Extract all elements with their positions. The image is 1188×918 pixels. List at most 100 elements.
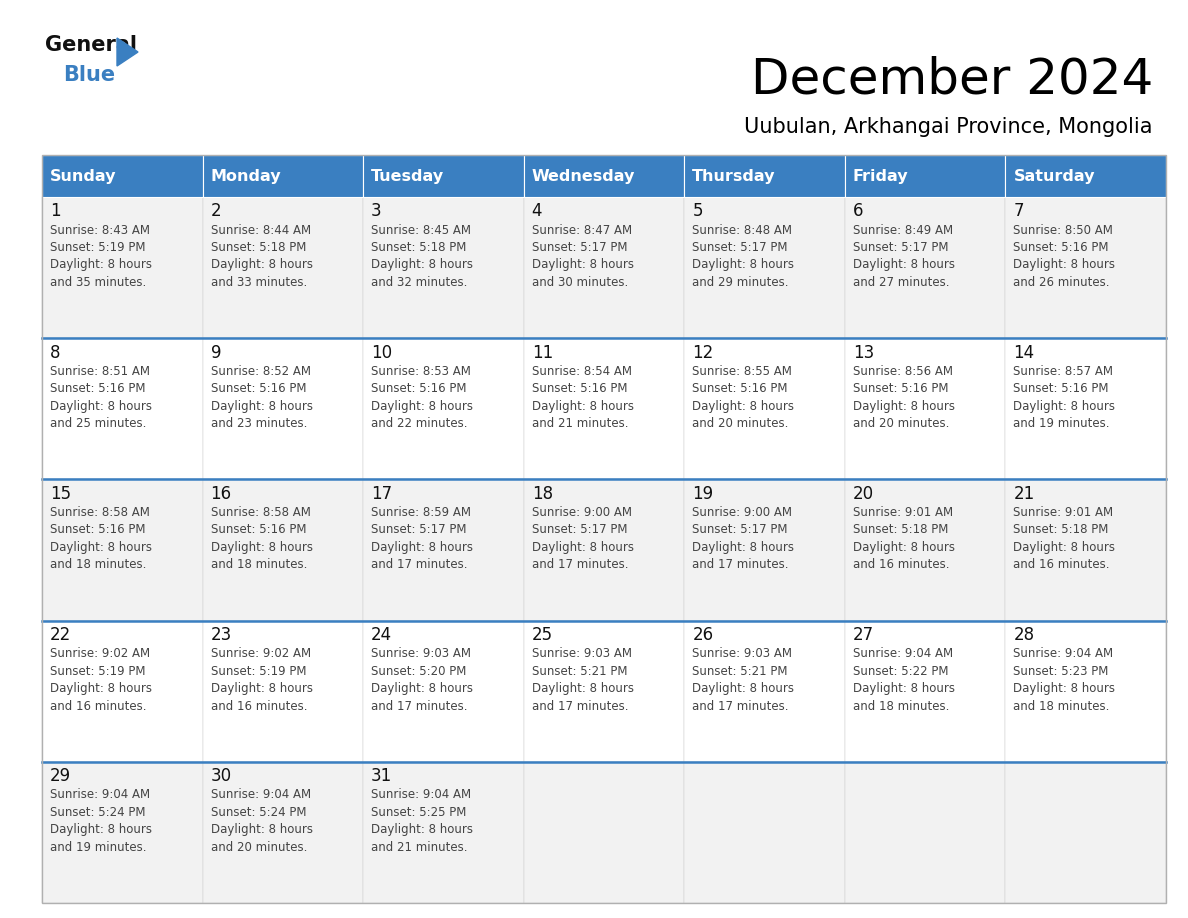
- Text: Daylight: 8 hours: Daylight: 8 hours: [210, 682, 312, 695]
- Text: and 23 minutes.: and 23 minutes.: [210, 417, 307, 431]
- Text: Daylight: 8 hours: Daylight: 8 hours: [371, 259, 473, 272]
- Text: 15: 15: [50, 485, 71, 503]
- Text: Sunrise: 8:58 AM: Sunrise: 8:58 AM: [210, 506, 310, 519]
- Text: Daylight: 8 hours: Daylight: 8 hours: [50, 259, 152, 272]
- Bar: [684, 479, 845, 621]
- Bar: [524, 762, 684, 903]
- Text: 2: 2: [210, 203, 221, 220]
- Text: Sunrise: 8:45 AM: Sunrise: 8:45 AM: [371, 223, 472, 237]
- Text: Sunrise: 9:02 AM: Sunrise: 9:02 AM: [50, 647, 150, 660]
- Bar: [524, 338, 684, 479]
- Bar: [524, 479, 684, 621]
- Bar: [845, 621, 1005, 762]
- Text: and 32 minutes.: and 32 minutes.: [371, 276, 468, 289]
- Bar: [524, 197, 684, 338]
- Text: General: General: [45, 35, 137, 55]
- Text: Sunrise: 8:58 AM: Sunrise: 8:58 AM: [50, 506, 150, 519]
- Text: 1: 1: [50, 203, 61, 220]
- Text: Sunrise: 9:04 AM: Sunrise: 9:04 AM: [210, 789, 311, 801]
- Text: and 17 minutes.: and 17 minutes.: [693, 558, 789, 571]
- Bar: [1005, 155, 1165, 197]
- Text: 4: 4: [532, 203, 542, 220]
- Bar: [364, 479, 524, 621]
- Text: and 30 minutes.: and 30 minutes.: [532, 276, 628, 289]
- Text: Daylight: 8 hours: Daylight: 8 hours: [693, 399, 795, 413]
- Text: Daylight: 8 hours: Daylight: 8 hours: [1013, 259, 1116, 272]
- Bar: [1005, 621, 1165, 762]
- Bar: [42, 338, 203, 479]
- Bar: [203, 762, 364, 903]
- Text: Sunrise: 9:01 AM: Sunrise: 9:01 AM: [853, 506, 953, 519]
- Text: Sunset: 5:24 PM: Sunset: 5:24 PM: [50, 806, 145, 819]
- Text: 31: 31: [371, 767, 392, 785]
- Text: Daylight: 8 hours: Daylight: 8 hours: [693, 259, 795, 272]
- Text: Daylight: 8 hours: Daylight: 8 hours: [210, 823, 312, 836]
- Text: Sunset: 5:17 PM: Sunset: 5:17 PM: [693, 523, 788, 536]
- Bar: [42, 762, 203, 903]
- Text: Tuesday: Tuesday: [371, 169, 444, 184]
- Text: Sunrise: 8:57 AM: Sunrise: 8:57 AM: [1013, 364, 1113, 377]
- Text: 26: 26: [693, 626, 714, 644]
- Bar: [684, 338, 845, 479]
- Text: Sunset: 5:17 PM: Sunset: 5:17 PM: [371, 523, 467, 536]
- Text: Sunset: 5:16 PM: Sunset: 5:16 PM: [693, 382, 788, 396]
- Text: Sunrise: 8:53 AM: Sunrise: 8:53 AM: [371, 364, 472, 377]
- Text: Daylight: 8 hours: Daylight: 8 hours: [371, 682, 473, 695]
- Bar: [42, 155, 1165, 903]
- Text: and 19 minutes.: and 19 minutes.: [1013, 417, 1110, 431]
- Bar: [1005, 762, 1165, 903]
- Text: Daylight: 8 hours: Daylight: 8 hours: [1013, 682, 1116, 695]
- Text: 3: 3: [371, 203, 381, 220]
- Text: and 16 minutes.: and 16 minutes.: [853, 558, 949, 571]
- Text: 17: 17: [371, 485, 392, 503]
- Text: 28: 28: [1013, 626, 1035, 644]
- Text: Daylight: 8 hours: Daylight: 8 hours: [50, 823, 152, 836]
- Bar: [845, 762, 1005, 903]
- Text: 8: 8: [50, 343, 61, 362]
- Text: Sunset: 5:24 PM: Sunset: 5:24 PM: [210, 806, 307, 819]
- Text: Sunset: 5:18 PM: Sunset: 5:18 PM: [853, 523, 948, 536]
- Text: Sunset: 5:16 PM: Sunset: 5:16 PM: [210, 523, 307, 536]
- Bar: [364, 762, 524, 903]
- Text: and 18 minutes.: and 18 minutes.: [1013, 700, 1110, 712]
- Text: Sunrise: 9:03 AM: Sunrise: 9:03 AM: [371, 647, 472, 660]
- Bar: [42, 621, 203, 762]
- Bar: [1005, 338, 1165, 479]
- Text: Sunset: 5:21 PM: Sunset: 5:21 PM: [532, 665, 627, 677]
- Text: Daylight: 8 hours: Daylight: 8 hours: [50, 541, 152, 554]
- Text: 23: 23: [210, 626, 232, 644]
- Bar: [203, 338, 364, 479]
- Text: Daylight: 8 hours: Daylight: 8 hours: [1013, 541, 1116, 554]
- Text: and 17 minutes.: and 17 minutes.: [532, 700, 628, 712]
- Bar: [203, 621, 364, 762]
- Text: Daylight: 8 hours: Daylight: 8 hours: [371, 823, 473, 836]
- Text: and 21 minutes.: and 21 minutes.: [532, 417, 628, 431]
- Text: Sunset: 5:17 PM: Sunset: 5:17 PM: [853, 241, 948, 254]
- Text: Daylight: 8 hours: Daylight: 8 hours: [1013, 399, 1116, 413]
- Text: 22: 22: [50, 626, 71, 644]
- Text: Sunset: 5:16 PM: Sunset: 5:16 PM: [50, 382, 145, 396]
- Text: 11: 11: [532, 343, 552, 362]
- Text: and 33 minutes.: and 33 minutes.: [210, 276, 307, 289]
- Text: Sunrise: 9:04 AM: Sunrise: 9:04 AM: [853, 647, 953, 660]
- Text: Sunrise: 9:02 AM: Sunrise: 9:02 AM: [210, 647, 311, 660]
- Text: Friday: Friday: [853, 169, 909, 184]
- Bar: [42, 197, 203, 338]
- Text: and 20 minutes.: and 20 minutes.: [693, 417, 789, 431]
- Text: and 17 minutes.: and 17 minutes.: [371, 558, 468, 571]
- Text: Daylight: 8 hours: Daylight: 8 hours: [532, 682, 633, 695]
- Text: Sunrise: 8:49 AM: Sunrise: 8:49 AM: [853, 223, 953, 237]
- Text: 5: 5: [693, 203, 703, 220]
- Text: 27: 27: [853, 626, 874, 644]
- Text: Monday: Monday: [210, 169, 282, 184]
- Text: Sunrise: 8:43 AM: Sunrise: 8:43 AM: [50, 223, 150, 237]
- Text: 16: 16: [210, 485, 232, 503]
- Bar: [364, 338, 524, 479]
- Text: 18: 18: [532, 485, 552, 503]
- Text: Sunrise: 9:04 AM: Sunrise: 9:04 AM: [371, 789, 472, 801]
- Text: Daylight: 8 hours: Daylight: 8 hours: [693, 682, 795, 695]
- Text: Sunrise: 8:56 AM: Sunrise: 8:56 AM: [853, 364, 953, 377]
- Text: and 21 minutes.: and 21 minutes.: [371, 841, 468, 854]
- Text: Sunrise: 9:04 AM: Sunrise: 9:04 AM: [1013, 647, 1113, 660]
- Text: 6: 6: [853, 203, 864, 220]
